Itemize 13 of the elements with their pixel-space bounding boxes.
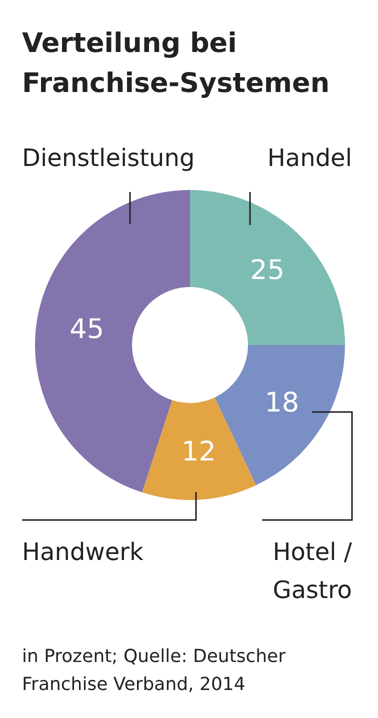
slice-label: Handel	[267, 144, 352, 172]
data-label: 25	[250, 255, 284, 286]
data-label: 45	[70, 314, 104, 345]
donut-slice	[190, 190, 345, 345]
slice-label: Hotel / Gastro	[272, 538, 353, 604]
data-label: 18	[264, 388, 300, 419]
slice-label: Handwerk	[22, 538, 144, 566]
slice-label: Dienstleistung	[22, 144, 195, 172]
donut-slice	[214, 345, 345, 486]
donut-slice	[142, 397, 256, 500]
chart-title: Verteilung bei Franchise-Systemen	[22, 28, 330, 99]
text: in Prozent; Quelle: Deutscher Franchise Verband, 2014	[22, 646, 286, 695]
data-label: 12	[182, 436, 216, 468]
